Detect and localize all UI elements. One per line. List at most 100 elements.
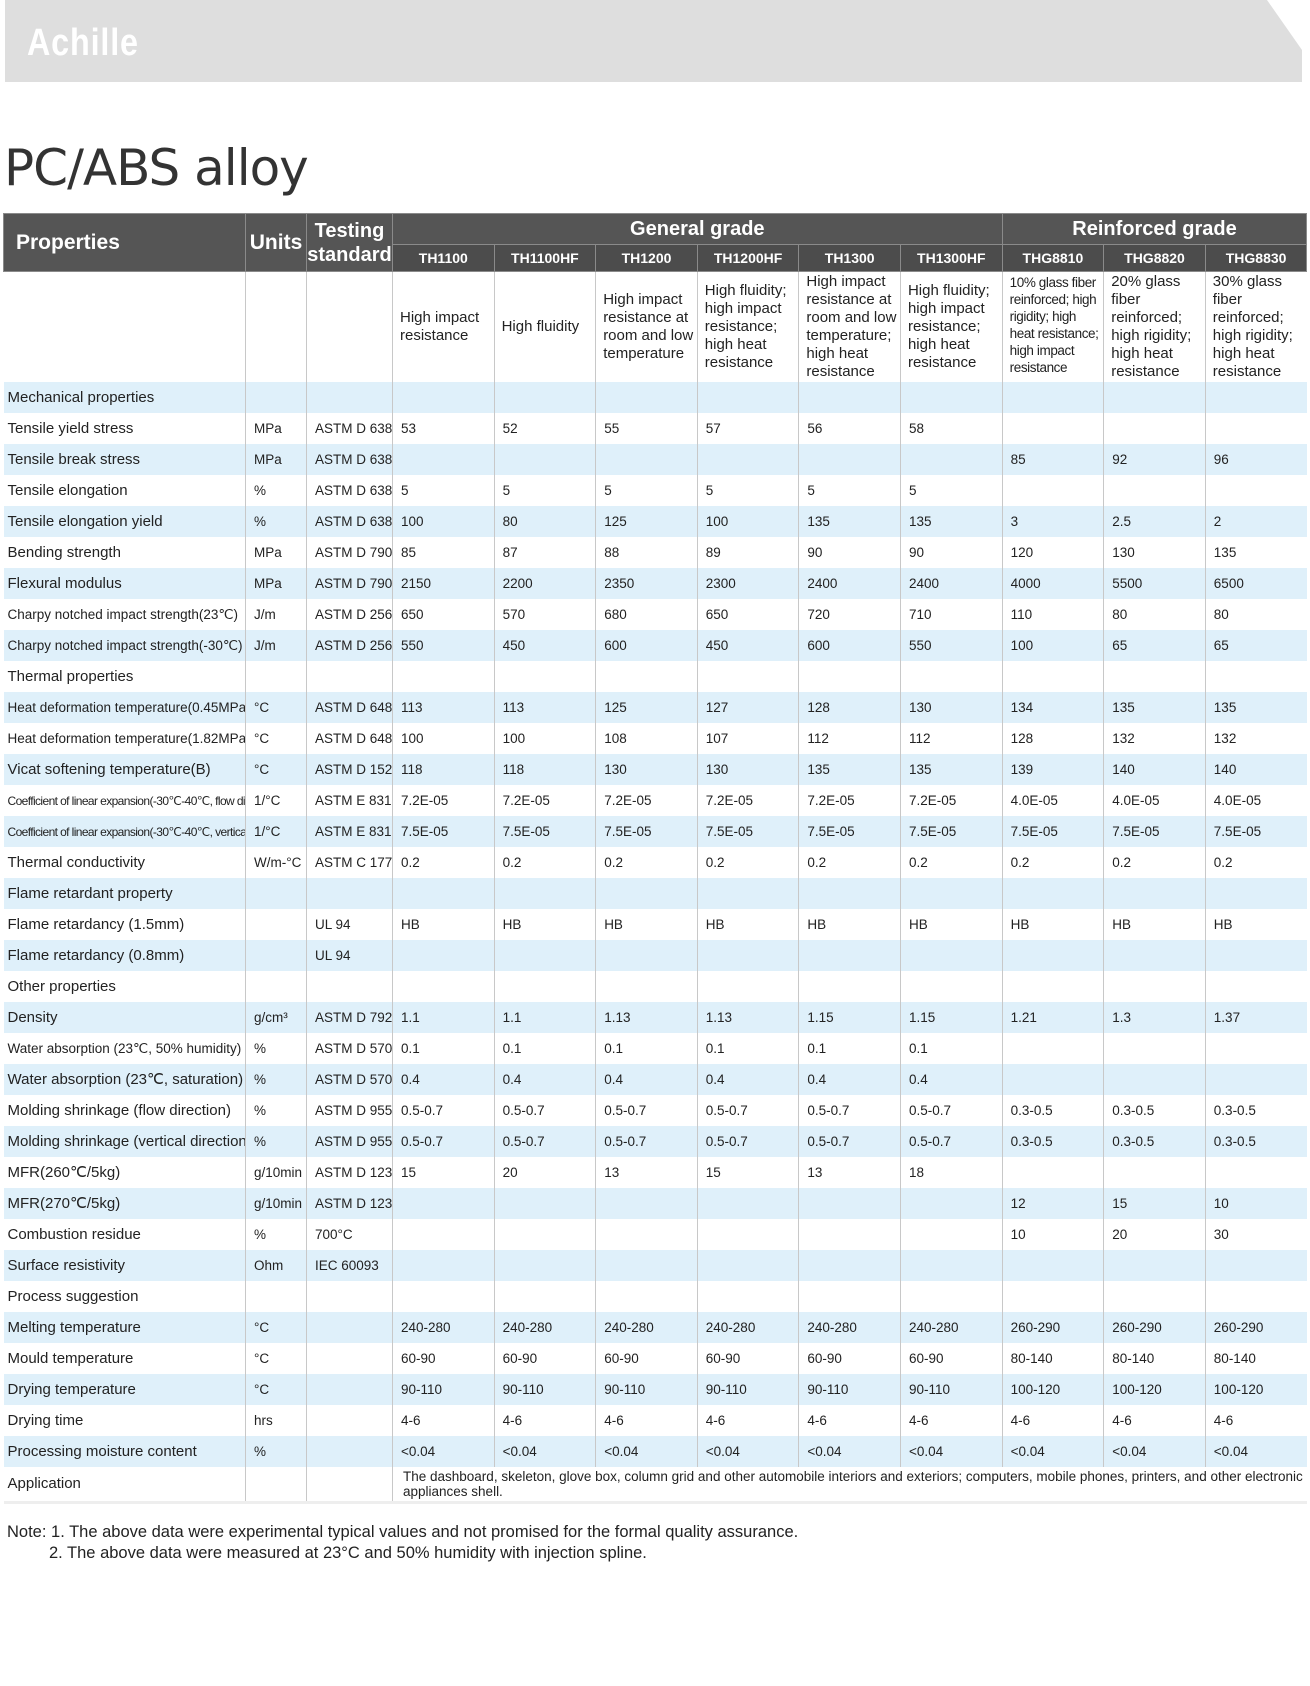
empty-cell: [696, 382, 799, 413]
empty-cell: [306, 1281, 393, 1312]
value-cell: 450: [696, 630, 799, 661]
value-cell: 13: [798, 1157, 901, 1188]
grade-description: High impact resistance: [392, 271, 495, 382]
empty-cell: [696, 1281, 799, 1312]
value-cell: 0.5-0.7: [798, 1095, 901, 1126]
standard-cell: ASTM D 1525: [306, 754, 393, 785]
value-cell: 100-120: [1204, 1374, 1307, 1405]
value-cell: 0.5-0.7: [392, 1095, 495, 1126]
value-cell: 0.4: [696, 1064, 799, 1095]
value-cell: 0.1: [392, 1033, 495, 1064]
value-cell: [798, 444, 901, 475]
empty-cell: [245, 661, 307, 692]
value-cell: [1204, 413, 1307, 444]
property-row: Flexural modulus MPa ASTM D 790 2150 2200 235…: [3, 568, 1307, 599]
property-row: Bending strength MPa ASTM D 790 85 87 88 89 90 9…: [4, 537, 1307, 568]
value-cell: 7.2E-05: [392, 785, 495, 816]
empty-cell: [595, 878, 698, 909]
value-cell: 1.37: [1204, 1002, 1307, 1033]
section-label: Thermal properties: [7, 667, 134, 685]
value-cell: 260-290: [1204, 1312, 1307, 1343]
value-cell: [595, 444, 698, 475]
value-cell: 0.5-0.7: [392, 1126, 495, 1157]
property-row: Flame retardancy (0.8mm) UL 94: [3, 940, 1307, 971]
value-cell: 0.1: [595, 1033, 698, 1064]
value-cell: 0.5-0.7: [899, 1095, 1003, 1126]
empty-cell: [4, 272, 246, 383]
empty-cell: [1103, 878, 1206, 909]
value-cell: HB: [798, 909, 901, 940]
standard-cell: ASTM D 1238: [306, 1188, 393, 1219]
empty-cell: [798, 661, 901, 692]
value-cell: 18: [899, 1157, 1003, 1188]
value-cell: 127: [696, 692, 799, 723]
value-cell: [798, 1250, 901, 1281]
value-cell: <0.04: [493, 1436, 596, 1467]
value-cell: 90-110: [696, 1374, 799, 1405]
value-cell: 7.2E-05: [798, 785, 901, 816]
standard-cell: UL 94: [306, 909, 393, 940]
value-cell: 7.5E-05: [1103, 816, 1206, 847]
empty-cell: [1001, 382, 1104, 413]
value-cell: 0.3-0.5: [1001, 1126, 1104, 1157]
value-cell: 65: [1103, 630, 1206, 661]
property-label: Molding shrinkage (vertical direction): [3, 1126, 246, 1157]
value-cell: 100-120: [1001, 1374, 1104, 1405]
grade-code-thg8830: THG8830: [1204, 244, 1308, 272]
empty-cell: [1103, 382, 1206, 413]
value-cell: 2350: [595, 568, 698, 599]
empty-cell: [392, 661, 495, 692]
value-cell: 20: [493, 1157, 596, 1188]
value-cell: 0.3-0.5: [1103, 1095, 1206, 1126]
value-cell: [1103, 413, 1206, 444]
value-cell: 57: [696, 413, 799, 444]
value-cell: 0.2: [1001, 847, 1104, 878]
value-cell: [899, 1250, 1003, 1281]
value-cell: 135: [1103, 692, 1206, 723]
value-cell: 0.2: [595, 847, 698, 878]
value-cell: [899, 1188, 1003, 1219]
value-cell: 90-110: [595, 1374, 698, 1405]
property-row: Tensile break stress MPa ASTM D 638 85 92 96: [3, 444, 1307, 475]
value-cell: 0.1: [696, 1033, 799, 1064]
col-header-properties: Properties: [3, 213, 246, 272]
standard-cell: ASTM D 638: [306, 475, 393, 506]
value-cell: 2.5: [1103, 506, 1206, 537]
value-cell: 1.13: [696, 1002, 799, 1033]
application-row: Application The dashboard, skeleton, glov…: [3, 1467, 1307, 1504]
property-row: Coefficient of linear expansion(-30℃-40℃…: [4, 785, 1307, 816]
property-label: Heat deformation temperature(0.45MPa): [3, 692, 246, 723]
value-cell: [798, 1219, 901, 1250]
grade-code-th1200: TH1200: [595, 244, 698, 272]
empty-cell: [1001, 661, 1104, 692]
grade-code-th1100: TH1100: [392, 244, 495, 272]
value-cell: HB: [899, 909, 1003, 940]
empty-cell: [798, 1281, 901, 1312]
property-row: Melting temperature °C 240-280 240-280 240-2…: [3, 1312, 1307, 1343]
value-cell: 2150: [392, 568, 495, 599]
value-cell: 2200: [493, 568, 596, 599]
value-cell: 135: [1204, 537, 1307, 568]
standard-cell: ASTM D 570: [306, 1064, 393, 1095]
value-cell: 0.4: [899, 1064, 1003, 1095]
value-cell: 0.3-0.5: [1204, 1126, 1307, 1157]
value-cell: 5: [392, 475, 495, 506]
value-cell: 80: [1204, 599, 1307, 630]
value-cell: 7.2E-05: [696, 785, 799, 816]
value-cell: 6500: [1204, 568, 1307, 599]
value-cell: 7.5E-05: [1204, 816, 1307, 847]
value-cell: 240-280: [696, 1312, 799, 1343]
empty-cell: [245, 1281, 307, 1312]
value-cell: [1103, 1250, 1206, 1281]
value-cell: 4000: [1001, 568, 1104, 599]
grade-description: High fluidity; high impact resistance; h…: [696, 271, 799, 382]
section-label: Flame retardant property: [3, 878, 246, 909]
unit-cell: %: [245, 1033, 307, 1064]
empty-cell: [392, 971, 495, 1002]
value-cell: HB: [392, 909, 495, 940]
value-cell: [696, 1188, 799, 1219]
col-header-units: Units: [245, 213, 307, 272]
value-cell: [1204, 1250, 1307, 1281]
value-cell: 2: [1204, 506, 1307, 537]
value-cell: [1204, 1033, 1307, 1064]
